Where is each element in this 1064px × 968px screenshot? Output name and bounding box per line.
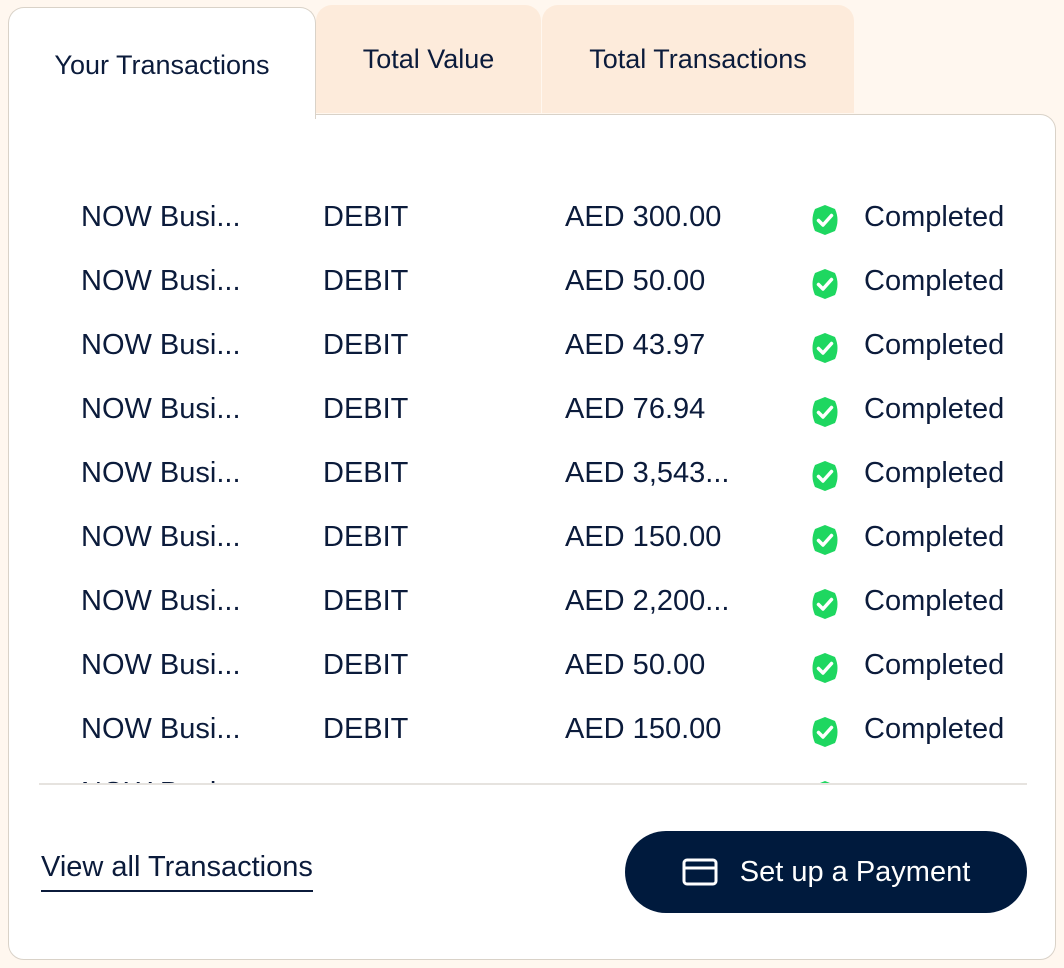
tab-label: Your Transactions: [54, 50, 270, 80]
check-circle-icon: [809, 268, 841, 300]
status-text: Completed: [864, 201, 1005, 233]
check-circle-icon: [809, 396, 841, 428]
merchant-name: NOW Busi...: [81, 585, 241, 617]
status-text: Completed: [864, 265, 1005, 297]
check-circle-icon: [809, 204, 841, 236]
merchant-name: NOW Busi...: [81, 713, 241, 745]
transaction-amount: AED 50.00: [565, 649, 706, 681]
merchant-name: NOW Busi...: [81, 777, 241, 783]
transaction-amount: AED 50.00: [565, 265, 706, 297]
transaction-type: DEBIT: [323, 329, 409, 361]
table-row[interactable]: NOW Busi... DEBIT AED 150.00 Completed: [39, 507, 1027, 571]
status-text: Completed: [864, 457, 1005, 489]
transaction-amount: AED 300.00: [565, 201, 722, 233]
card-icon: [682, 858, 718, 886]
transaction-amount: AED 43.97: [565, 329, 706, 361]
check-circle-icon: [809, 652, 841, 684]
check-circle-icon: [809, 716, 841, 748]
check-circle-icon: [809, 780, 841, 783]
transaction-type: DEBIT: [323, 393, 409, 425]
transaction-type: DEBIT: [323, 585, 409, 617]
transaction-type: DEBIT: [323, 713, 409, 745]
status-text: Completed: [864, 649, 1005, 681]
merchant-name: NOW Busi...: [81, 265, 241, 297]
transaction-amount: AED 150.00: [565, 713, 722, 745]
check-circle-icon: [809, 460, 841, 492]
button-label: Set up a Payment: [739, 855, 971, 888]
transaction-type: DEBIT: [323, 201, 409, 233]
merchant-name: NOW Busi...: [81, 457, 241, 489]
status-text: Completed: [864, 713, 1005, 745]
table-row[interactable]: NOW Busi... DEBIT AED 150.00 Completed: [39, 699, 1027, 763]
table-row[interactable]: NOW Busi...: [39, 763, 1027, 783]
status-text: Completed: [864, 521, 1005, 553]
merchant-name: NOW Busi...: [81, 329, 241, 361]
merchant-name: NOW Busi...: [81, 393, 241, 425]
transaction-amount: AED 76.94: [565, 393, 706, 425]
tab-label: Total Transactions: [589, 43, 807, 74]
table-row[interactable]: NOW Busi... DEBIT AED 3,543... Completed: [39, 443, 1027, 507]
merchant-name: NOW Busi...: [81, 521, 241, 553]
transaction-amount: AED 150.00: [565, 521, 722, 553]
tab-total-transactions[interactable]: Total Transactions: [542, 5, 854, 113]
table-row[interactable]: NOW Busi... DEBIT AED 300.00 Completed: [39, 187, 1027, 251]
table-row[interactable]: NOW Busi... DEBIT AED 50.00 Completed: [39, 635, 1027, 699]
status-text: Completed: [864, 585, 1005, 617]
merchant-name: NOW Busi...: [81, 201, 241, 233]
transactions-list[interactable]: NOW Busi... DEBIT AED 300.00 Completed NO…: [39, 187, 1027, 785]
tab-your-transactions[interactable]: Your Transactions: [8, 7, 316, 119]
check-circle-icon: [809, 588, 841, 620]
transaction-amount: AED 2,200...: [565, 585, 730, 617]
tab-total-value[interactable]: Total Value: [316, 5, 541, 113]
table-row[interactable]: NOW Busi... DEBIT AED 43.97 Completed: [39, 315, 1027, 379]
table-row[interactable]: NOW Busi... DEBIT AED 76.94 Completed: [39, 379, 1027, 443]
tab-label: Total Value: [362, 43, 495, 74]
transaction-type: DEBIT: [323, 521, 409, 553]
merchant-name: NOW Busi...: [81, 649, 241, 681]
transactions-panel: NOW Busi... DEBIT AED 300.00 Completed NO…: [8, 114, 1056, 960]
transaction-amount: AED 3,543...: [565, 457, 730, 489]
table-row[interactable]: NOW Busi... DEBIT AED 50.00 Completed: [39, 251, 1027, 315]
transaction-type: DEBIT: [323, 265, 409, 297]
check-circle-icon: [809, 332, 841, 364]
transaction-type: DEBIT: [323, 649, 409, 681]
check-circle-icon: [809, 524, 841, 556]
view-all-transactions-link[interactable]: View all Transactions: [41, 851, 313, 892]
status-text: Completed: [864, 329, 1005, 361]
status-text: Completed: [864, 393, 1005, 425]
transaction-type: DEBIT: [323, 457, 409, 489]
table-row[interactable]: NOW Busi... DEBIT AED 2,200... Completed: [39, 571, 1027, 635]
set-up-payment-button[interactable]: Set up a Payment: [625, 831, 1027, 913]
